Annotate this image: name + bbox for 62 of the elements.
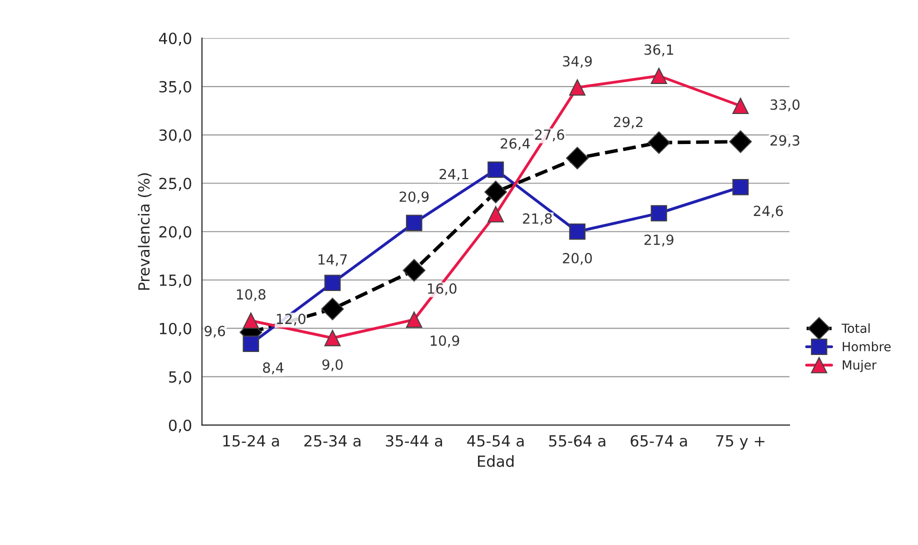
data-label: 21,9 bbox=[644, 234, 674, 246]
data-label: 21,8 bbox=[522, 213, 552, 226]
data-label: 14,7 bbox=[318, 254, 347, 266]
y-tick-label: 40,0 bbox=[158, 32, 192, 46]
point bbox=[650, 68, 668, 84]
data-label: 27,6 bbox=[535, 129, 564, 142]
data-label: 9,6 bbox=[204, 326, 225, 338]
data-label: 20,0 bbox=[562, 252, 592, 265]
point bbox=[569, 79, 586, 96]
y-tick-label: 25,0 bbox=[159, 178, 192, 191]
point bbox=[406, 311, 422, 328]
point bbox=[569, 223, 586, 240]
data-label: 9,0 bbox=[322, 359, 343, 372]
point bbox=[242, 312, 260, 329]
data-label: 26,4 bbox=[500, 138, 530, 150]
data-label: 24,6 bbox=[754, 206, 783, 218]
data-label: 33,0 bbox=[770, 99, 800, 112]
point bbox=[488, 206, 504, 222]
y-tick-label: 20,0 bbox=[159, 226, 192, 240]
data-label: 8,4 bbox=[263, 362, 284, 374]
point bbox=[566, 146, 589, 170]
legend-label: Mujer bbox=[842, 360, 877, 372]
y-tick-label: 15,0 bbox=[160, 274, 192, 288]
data-label: 16,0 bbox=[428, 283, 456, 296]
point bbox=[402, 258, 426, 282]
y-tick-label: 5,0 bbox=[169, 371, 192, 384]
point bbox=[648, 131, 670, 154]
x-tick-label: 25-34 a bbox=[304, 435, 360, 447]
point bbox=[324, 274, 341, 292]
point bbox=[732, 98, 749, 114]
y-tick-label: 10,0 bbox=[160, 322, 192, 336]
data-label: 29,2 bbox=[614, 116, 642, 129]
x-tick-label: 35-44 a bbox=[386, 435, 442, 447]
point bbox=[321, 298, 344, 320]
data-label: 34,9 bbox=[562, 56, 592, 68]
data-label: 10,9 bbox=[430, 335, 460, 348]
legend-label: Total bbox=[842, 323, 870, 333]
x-axis-title: Edad bbox=[478, 455, 514, 467]
data-label: 24,1 bbox=[440, 168, 468, 181]
x-tick-label: 15-24 a bbox=[223, 435, 279, 447]
point bbox=[484, 180, 508, 204]
y-tick-label: 30,0 bbox=[159, 129, 192, 142]
point bbox=[732, 178, 749, 196]
point bbox=[242, 336, 260, 352]
y-tick-label: 0,0 bbox=[168, 420, 192, 433]
x-tick-label: 75 y + bbox=[716, 435, 764, 450]
x-tick-label: 45-54 a bbox=[467, 435, 524, 447]
data-label: 29,3 bbox=[770, 135, 800, 148]
y-tick-label: 35,0 bbox=[159, 80, 192, 94]
x-tick-label: 65-74 a bbox=[630, 435, 687, 447]
legend-label: Hombre bbox=[842, 342, 891, 352]
point bbox=[650, 205, 668, 222]
y-axis-title: Prevalencia (%) bbox=[138, 173, 152, 290]
data-label: 36,1 bbox=[644, 44, 674, 56]
data-label: 12,0 bbox=[276, 314, 306, 326]
point bbox=[406, 214, 422, 232]
data-label: 10,8 bbox=[236, 289, 266, 302]
data-label: 20,9 bbox=[400, 191, 429, 204]
point bbox=[324, 330, 341, 346]
point bbox=[488, 162, 504, 178]
point bbox=[729, 130, 752, 153]
x-tick-label: 55-64 a bbox=[549, 435, 606, 447]
